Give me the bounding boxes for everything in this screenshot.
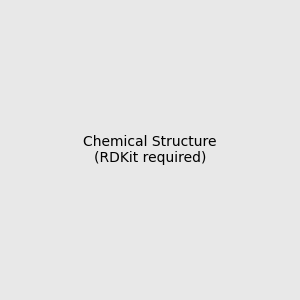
- Text: Chemical Structure
(RDKit required): Chemical Structure (RDKit required): [83, 135, 217, 165]
